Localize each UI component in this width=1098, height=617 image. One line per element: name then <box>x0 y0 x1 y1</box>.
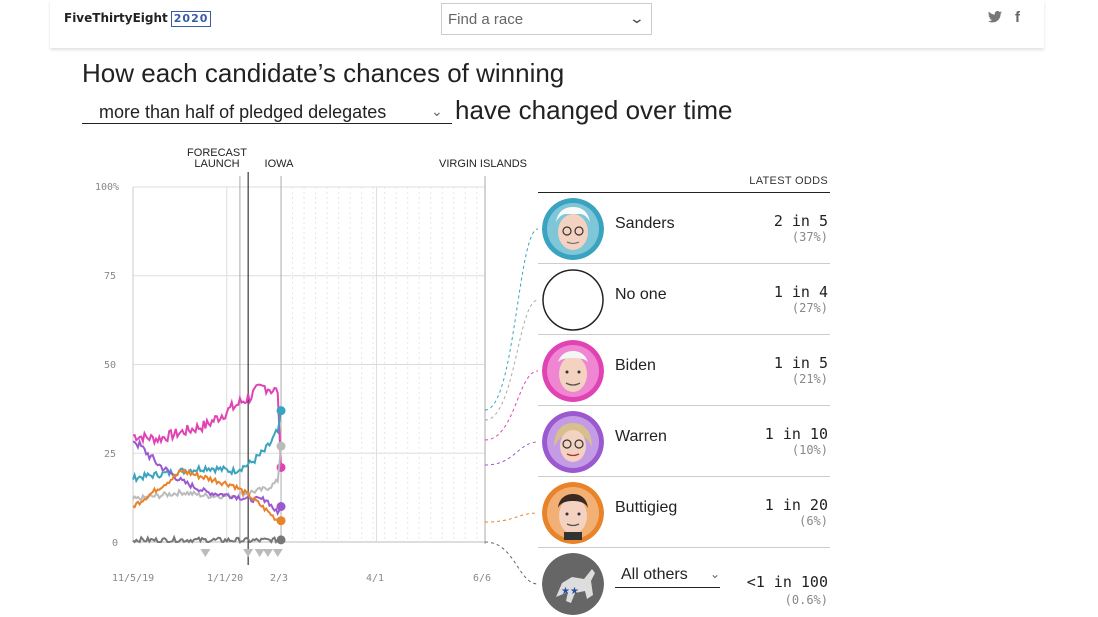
x-tick-label: 11/5/19 <box>112 573 155 584</box>
odds-panel-title: LATEST ODDS <box>749 175 828 187</box>
candidate-row-buttigieg[interactable]: Buttigieg 1 in 20 (6%) <box>538 477 830 548</box>
event-marker-icon <box>243 549 254 557</box>
event-marker-icon <box>262 549 273 557</box>
series-endpoint-sanders <box>276 406 286 416</box>
facebook-icon[interactable]: f <box>1015 9 1020 26</box>
event-marker-icon <box>200 549 211 557</box>
sanders-avatar <box>542 198 604 260</box>
candidate-percent: (27%) <box>791 301 828 315</box>
all-others-label: All others <box>621 566 688 583</box>
annotation-iowa: IOWA <box>264 158 294 170</box>
candidate-percent: (21%) <box>791 372 828 386</box>
candidate-percent: (6%) <box>799 514 828 528</box>
candidate-name: Warren <box>615 428 667 445</box>
candidate-name: Biden <box>615 357 656 374</box>
y-tick-label: 25 <box>104 449 117 460</box>
candidate-row-all-others[interactable]: ★★ All others ⌄ <1 in 100 (0.6%) <box>538 548 830 617</box>
series-endpoint-warren <box>276 502 286 511</box>
annotation-forecast-launch: FORECAST LAUNCH <box>187 147 247 170</box>
candidate-percent: (10%) <box>791 443 828 457</box>
connector-line <box>484 370 539 441</box>
series-line-sanders <box>132 410 282 484</box>
connector-line <box>484 228 539 411</box>
x-tick-label: 2/3 <box>270 573 289 584</box>
connector-line <box>484 541 539 585</box>
candidate-name: Sanders <box>615 215 675 232</box>
svg-text:★★: ★★ <box>561 586 579 597</box>
connector-line <box>484 299 539 421</box>
series-line-all-others <box>132 534 282 544</box>
y-tick-label: 75 <box>104 271 117 282</box>
candidate-odds: 1 in 4 <box>773 283 828 301</box>
event-marker-icon <box>272 549 283 557</box>
candidate-name: Buttigieg <box>615 499 678 516</box>
no-one-avatar <box>542 269 604 331</box>
chevron-down-icon: ⌄ <box>709 567 720 581</box>
twitter-icon[interactable] <box>988 10 1002 27</box>
series-line-buttigieg <box>132 468 281 522</box>
x-tick-label: 1/1/20 <box>207 573 244 584</box>
logo-text: FiveThirtyEight <box>64 11 168 25</box>
candidate-row-no-one[interactable]: No one 1 in 4 (27%) <box>538 264 830 335</box>
series-endpoint-all-others <box>276 535 286 545</box>
annotation-virgin-islands: VIRGIN ISLANDS <box>438 158 528 170</box>
candidate-row-biden[interactable]: Biden 1 in 5 (21%) <box>538 335 830 406</box>
chevron-down-icon: ⌄ <box>431 103 443 119</box>
page-title: How each candidate’s chances of winning <box>82 58 565 88</box>
buttigieg-avatar <box>542 482 604 544</box>
x-tick-label: 4/1 <box>366 573 385 584</box>
connector-line <box>484 512 539 523</box>
page-title-suffix: have changed over time <box>455 95 733 125</box>
candidate-row-sanders[interactable]: Sanders 2 in 5 (37%) <box>538 193 830 264</box>
candidate-percent: (0.6%) <box>784 593 828 607</box>
series-endpoint-no-one <box>276 441 286 451</box>
candidate-odds: <1 in 100 <box>746 573 828 591</box>
find-race-placeholder: Find a race <box>448 11 524 28</box>
series-line-no-one <box>132 446 282 503</box>
candidate-percent: (37%) <box>791 230 828 244</box>
find-race-select[interactable]: Find a race ⌄ <box>441 3 652 35</box>
warren-avatar <box>542 411 604 473</box>
outcome-dropdown-value: more than half of pledged delegates <box>99 102 387 122</box>
x-tick-label: 6/6 <box>473 573 492 584</box>
candidate-odds: 1 in 5 <box>773 354 828 372</box>
chevron-down-icon: ⌄ <box>628 10 646 26</box>
candidate-row-warren[interactable]: Warren 1 in 10 (10%) <box>538 406 830 477</box>
connector-line <box>484 441 539 466</box>
candidate-odds: 2 in 5 <box>773 212 828 230</box>
series-line-warren <box>132 438 282 517</box>
logo-year: 2020 <box>170 11 212 27</box>
event-marker-icon <box>254 549 265 557</box>
candidate-name: No one <box>615 286 667 303</box>
candidate-odds: 1 in 20 <box>764 496 828 514</box>
outcome-dropdown[interactable]: more than half of pledged delegates ⌄ <box>82 100 452 124</box>
y-tick-label: 0 <box>112 538 119 549</box>
series-endpoint-buttigieg <box>276 516 286 526</box>
all-others-dropdown[interactable]: All others ⌄ <box>615 566 720 588</box>
donkey-icon: ★★ <box>542 553 604 615</box>
top-nav-bar: FiveThirtyEight 2020 Find a race ⌄ f <box>50 0 1044 48</box>
biden-avatar <box>542 340 604 402</box>
odds-panel-header: LATEST ODDS <box>538 175 830 193</box>
candidate-odds: 1 in 10 <box>764 425 828 443</box>
site-logo[interactable]: FiveThirtyEight 2020 <box>64 11 212 27</box>
y-tick-label: 50 <box>104 360 117 371</box>
series-line-biden <box>132 383 282 468</box>
y-tick-label: 100% <box>95 182 120 193</box>
